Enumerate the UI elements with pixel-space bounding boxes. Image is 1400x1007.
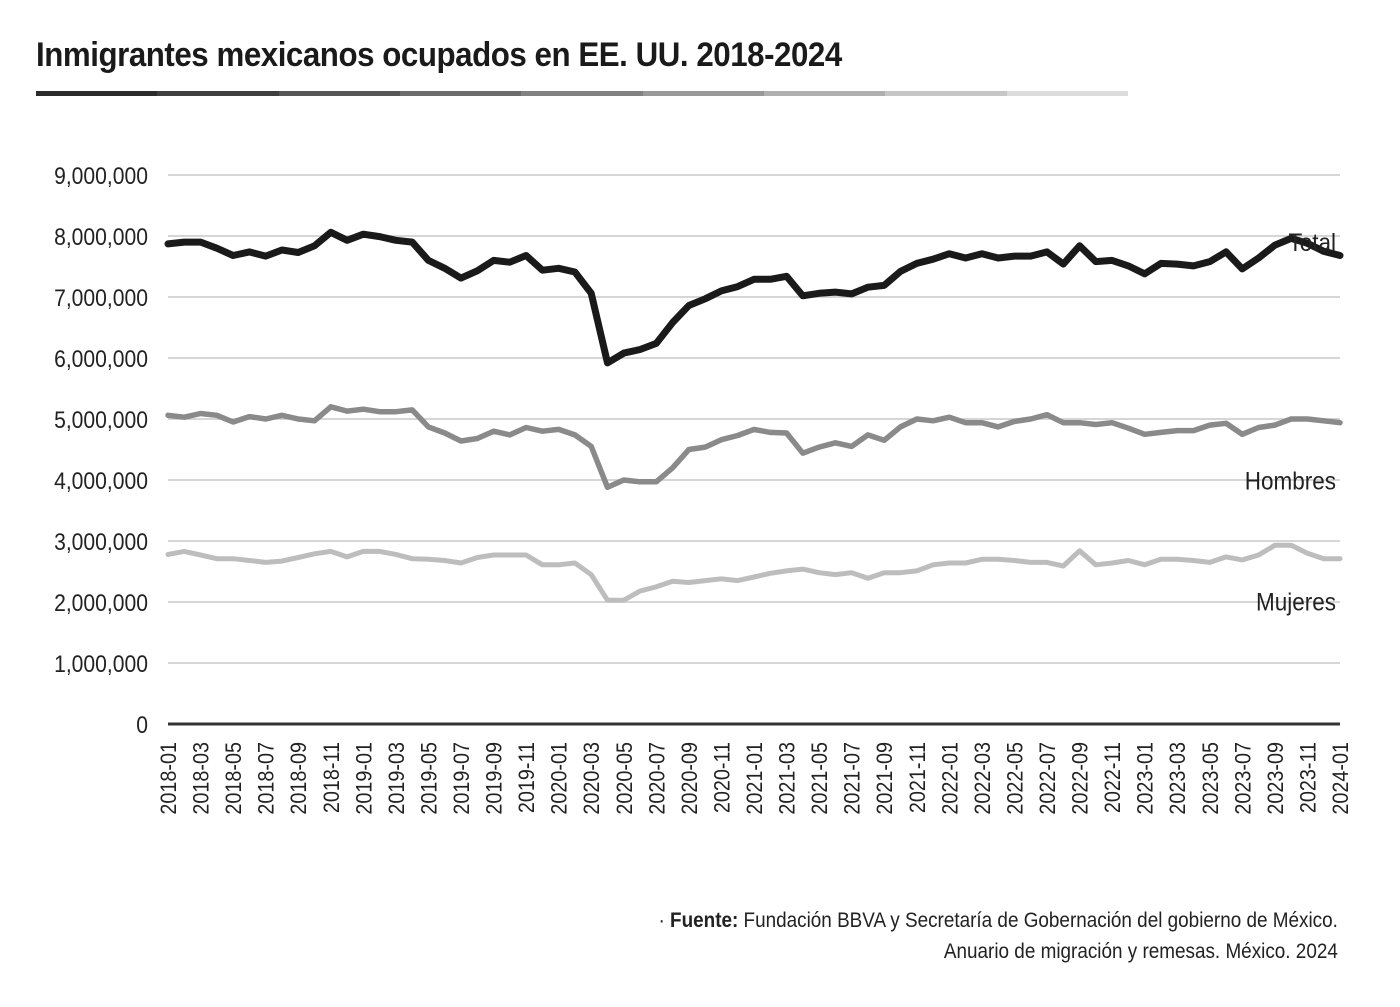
- line-chart: 0 1,000,000 2,000,000 3,000,000 4,000,000 5,0…: [54, 163, 1353, 815]
- series-lines: [164, 228, 1344, 603]
- source-bullet: ·: [658, 909, 665, 932]
- series-label-mujeres: Mujeres: [1256, 588, 1336, 616]
- series-line-total: [164, 228, 1344, 367]
- x-tick-label: 2022-11: [1101, 742, 1125, 813]
- x-axis-ticks: 2018-01 2018-03 2018-05 2018-07 2018-09 2018-…: [157, 742, 1353, 815]
- gridlines: [168, 174, 1340, 726]
- title-rule-segment: [885, 91, 1007, 96]
- x-tick-label: 2022-05: [1004, 742, 1028, 815]
- y-tick-label: 8,000,000: [54, 224, 148, 251]
- x-tick-label: 2020-05: [613, 742, 637, 815]
- x-tick-label: 2021-01: [743, 742, 767, 815]
- x-tick-label: 2022-09: [1069, 742, 1093, 815]
- x-tick-label: 2022-07: [1036, 742, 1060, 815]
- series-line-mujeres: [165, 542, 1343, 603]
- x-tick-label: 2020-09: [678, 742, 702, 815]
- x-tick-label: 2021-11: [906, 742, 930, 813]
- x-tick-label: 2021-05: [808, 742, 832, 815]
- y-tick-label: 6,000,000: [54, 346, 148, 373]
- y-tick-label: 7,000,000: [54, 285, 148, 312]
- x-tick-label: 2019-01: [352, 742, 376, 815]
- x-tick-label: 2019-09: [483, 742, 507, 815]
- title-rule-segment: [521, 91, 643, 96]
- x-tick-label: 2019-05: [418, 742, 442, 815]
- x-tick-label: 2023-09: [1264, 742, 1288, 815]
- x-tick-label: 2021-03: [776, 742, 800, 815]
- y-tick-label: 0: [136, 712, 148, 739]
- y-axis-ticks: 0 1,000,000 2,000,000 3,000,000 4,000,000 5,0…: [54, 163, 148, 739]
- x-tick-label: 2018-09: [287, 742, 311, 815]
- title-gradient-rule: [36, 91, 1128, 96]
- x-tick-label: 2020-01: [548, 742, 572, 815]
- x-tick-label: 2018-07: [255, 742, 279, 815]
- x-tick-label: 2018-05: [222, 742, 246, 815]
- x-tick-label: 2023-11: [1297, 742, 1321, 813]
- source-line-2: Anuario de migración y remesas. México. …: [944, 940, 1338, 963]
- y-tick-label: 2,000,000: [54, 590, 148, 617]
- x-tick-label: 2023-07: [1231, 742, 1255, 815]
- x-tick-label: 2022-03: [971, 742, 995, 815]
- title-rule-segment: [399, 91, 522, 96]
- x-tick-label: 2021-09: [873, 742, 897, 815]
- series-labels: Total Hombres Mujeres: [1245, 229, 1336, 617]
- source-note: · Fuente: Fundación BBVA y Secretaría de…: [659, 905, 1338, 967]
- series-label-total: Total: [1289, 229, 1336, 257]
- x-tick-label: 2023-03: [1166, 742, 1190, 815]
- y-tick-label: 3,000,000: [54, 529, 148, 556]
- x-tick-label: 2022-01: [938, 742, 962, 815]
- title-rule-segment: [1006, 91, 1128, 96]
- title-rule-segment: [763, 91, 886, 96]
- chart-title: Inmigrantes mexicanos ocupados en EE. UU…: [36, 36, 842, 74]
- title-rule-segment: [642, 91, 764, 96]
- title-rule-segment: [278, 91, 400, 96]
- series-line-hombres: [165, 404, 1343, 491]
- source-line-1: · Fuente: Fundación BBVA y Secretaría de…: [659, 905, 1338, 936]
- x-tick-label: 2018-01: [157, 742, 181, 815]
- x-tick-label: 2020-11: [711, 742, 735, 813]
- x-tick-label: 2018-03: [190, 742, 214, 815]
- title-rule-segment: [157, 91, 279, 96]
- x-tick-label: 2023-05: [1199, 742, 1223, 815]
- x-tick-label: 2021-07: [841, 742, 865, 815]
- x-tick-label: 2023-01: [1134, 742, 1158, 815]
- x-tick-label: 2020-03: [580, 742, 604, 815]
- x-tick-label: 2019-03: [385, 742, 409, 815]
- x-tick-label: 2018-11: [320, 742, 344, 813]
- y-tick-label: 1,000,000: [54, 651, 148, 678]
- title-rule-segment: [36, 91, 158, 96]
- x-tick-label: 2019-07: [450, 742, 474, 815]
- source-text-1: Fundación BBVA y Secretaría de Gobernaci…: [743, 909, 1338, 932]
- x-tick-label: 2024-01: [1329, 742, 1353, 815]
- y-tick-label: 5,000,000: [54, 407, 148, 434]
- y-tick-label: 4,000,000: [54, 468, 148, 495]
- source-label: Fuente:: [670, 909, 739, 932]
- x-tick-label: 2020-07: [645, 742, 669, 815]
- y-tick-label: 9,000,000: [54, 163, 148, 190]
- series-label-hombres: Hombres: [1245, 468, 1336, 496]
- x-tick-label: 2019-11: [515, 742, 539, 813]
